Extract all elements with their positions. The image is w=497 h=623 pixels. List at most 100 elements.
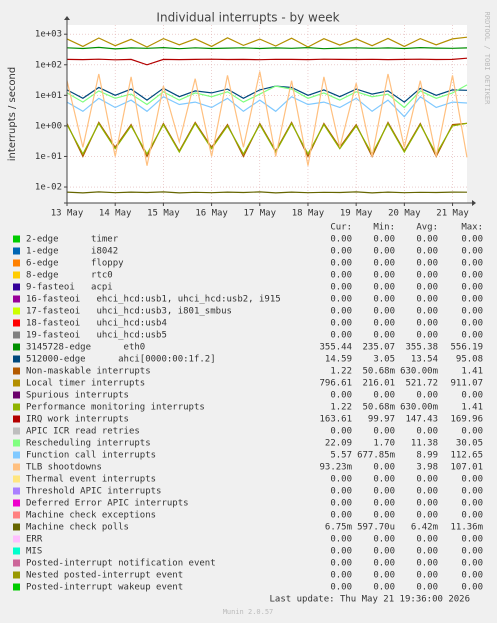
legend-swatch: [13, 271, 20, 279]
legend-max: 0.00: [461, 247, 483, 257]
legend-swatch: [13, 487, 20, 495]
legend-label: 2-edge timer: [26, 235, 119, 245]
legend-min: 0.00: [373, 559, 395, 569]
legend-avg: 0.00: [416, 535, 438, 545]
legend-swatch: [13, 583, 20, 591]
legend-min: 0.00: [373, 259, 395, 269]
legend-min: 0.00: [373, 295, 395, 305]
x-tick-label: 13 May: [51, 209, 84, 219]
x-tick-label: 21 May: [436, 209, 469, 219]
legend-max: 1.41: [461, 367, 483, 377]
legend-label: Posted-interrupt wakeup event: [26, 583, 183, 593]
legend-cur: 0.00: [330, 559, 352, 569]
y-tick-label: 1e+01: [35, 91, 62, 101]
legend-min: 0.00: [373, 487, 395, 497]
legend-avg: 0.00: [416, 271, 438, 281]
legend-avg: 0.00: [416, 487, 438, 497]
legend-header: Min:: [373, 223, 395, 233]
legend-avg: 0.00: [416, 307, 438, 317]
legend-cur: 0.00: [330, 391, 352, 401]
legend-label: Performance monitoring interrupts: [26, 403, 205, 413]
legend-min: 50.68m: [362, 403, 395, 413]
legend-cur: 0.00: [330, 571, 352, 581]
legend-cur: 0.00: [330, 547, 352, 557]
legend-cur: 0.00: [330, 331, 352, 341]
legend-min: 50.68m: [362, 367, 395, 377]
legend-max: 11.36m: [450, 523, 483, 533]
legend-avg: 13.54: [411, 355, 438, 365]
legend-max: 0.00: [461, 475, 483, 485]
legend-min: 1.70: [373, 439, 395, 449]
legend-avg: 0.00: [416, 499, 438, 509]
legend-cur: 355.44: [319, 343, 352, 353]
legend-swatch: [13, 331, 20, 339]
legend-label: 18-fasteoi uhci_hcd:usb4: [26, 319, 167, 329]
legend-header: Avg:: [416, 223, 438, 233]
series-line: [66, 122, 468, 156]
legend-max: 0.00: [461, 295, 483, 305]
legend-swatch: [13, 439, 20, 447]
legend-avg: 3.98: [416, 463, 438, 473]
legend-max: 0.00: [461, 235, 483, 245]
legend-header: Max:: [461, 223, 483, 233]
legend-cur: 0.00: [330, 583, 352, 593]
legend-swatch: [13, 463, 20, 471]
series-line: [66, 36, 468, 48]
legend-swatch: [13, 235, 20, 243]
legend-max: 0.00: [461, 319, 483, 329]
legend-cur: 0.00: [330, 319, 352, 329]
footer: Munin 2.0.57: [223, 608, 274, 616]
legend-min: 0.00: [373, 319, 395, 329]
legend-max: 0.00: [461, 559, 483, 569]
legend-max: 0.00: [461, 547, 483, 557]
legend-swatch: [13, 511, 20, 519]
legend-label: 6-edge floppy: [26, 259, 124, 269]
legend-cur: 93.23m: [319, 463, 352, 473]
x-tick-label: 19 May: [340, 209, 373, 219]
y-tick-label: 1e+02: [35, 60, 62, 70]
plot-area: [67, 25, 467, 203]
legend-cur: 1.22: [330, 403, 352, 413]
y-tick-label: 1e+00: [35, 121, 62, 131]
legend-label: 9-fasteoi acpi: [26, 283, 113, 293]
legend-label: 512000-edge ahci[0000:00:1f.2]: [26, 355, 216, 365]
legend-max: 0.00: [461, 283, 483, 293]
legend-avg: 0.00: [416, 475, 438, 485]
x-tick-label: 14 May: [99, 209, 132, 219]
legend-min: 0.00: [373, 235, 395, 245]
legend-swatch: [13, 367, 20, 375]
legend-header: Cur:: [330, 223, 352, 233]
legend-avg: 0.00: [416, 235, 438, 245]
legend-min: 0.00: [373, 271, 395, 281]
series-line: [66, 46, 468, 50]
legend-min: 0.00: [373, 283, 395, 293]
legend-label: 1-edge i8042: [26, 247, 118, 257]
legend-max: 0.00: [461, 583, 483, 593]
x-tick-label: 20 May: [388, 209, 421, 219]
series-line: [66, 71, 468, 166]
legend-swatch: [13, 535, 20, 543]
legend-cur: 6.75m: [325, 523, 352, 533]
legend-swatch: [13, 451, 20, 459]
legend-min: 99.97: [368, 415, 395, 425]
legend-min: 0.00: [373, 535, 395, 545]
legend-avg: 0.00: [416, 331, 438, 341]
plot: 1e-02 1e-01 1e+00 1e+01 1e+02 1e+03 13 May 14 M…: [35, 16, 476, 219]
legend-cur: 0.00: [330, 307, 352, 317]
legend-avg: 521.72: [405, 379, 438, 389]
legend-avg: 0.00: [416, 427, 438, 437]
legend-cur: 0.00: [330, 511, 352, 521]
legend-cur: 14.59: [325, 355, 352, 365]
series-line: [66, 191, 468, 194]
y-axis-label: interrupts / second: [7, 67, 18, 161]
legend-swatch: [13, 559, 20, 567]
y-tick-label: 1e-02: [35, 183, 62, 193]
x-tick-label: 18 May: [292, 209, 325, 219]
legend-cur: 163.61: [319, 415, 352, 425]
legend-min: 0.00: [373, 571, 395, 581]
legend-avg: 0.00: [416, 295, 438, 305]
legend-label: Non-maskable interrupts: [26, 367, 151, 377]
legend-swatch: [13, 319, 20, 327]
legend-max: 0.00: [461, 427, 483, 437]
